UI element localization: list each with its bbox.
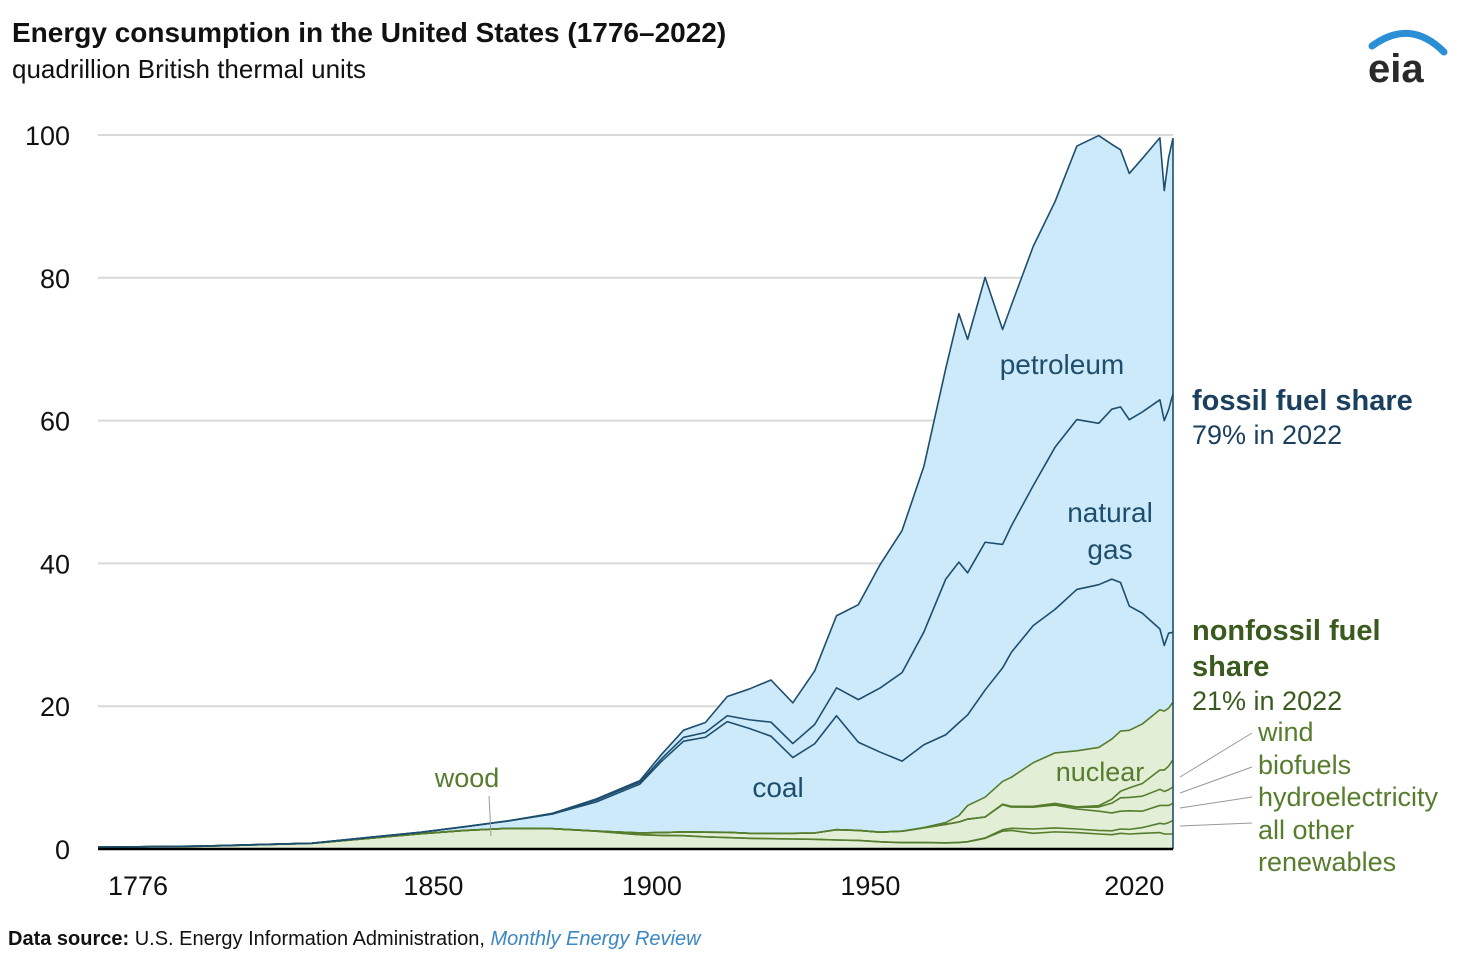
label-wood: wood: [434, 763, 500, 793]
wood-pointer: [488, 795, 492, 837]
chart-subtitle: quadrillion British thermal units: [12, 54, 366, 84]
y-tick-label: 100: [25, 121, 70, 151]
label-wind: wind: [1257, 717, 1314, 747]
x-tick-label: 1776: [108, 871, 168, 901]
logo-text: eia: [1368, 47, 1424, 91]
label-natural-gas-2: gas: [1087, 534, 1132, 565]
x-axis-ticks: 1776 1850 1900 1950 2020: [108, 871, 1164, 901]
y-axis-ticks: 0 20 40 60 80 100: [25, 121, 70, 865]
label-other-2: renewables: [1258, 847, 1396, 877]
label-petroleum: petroleum: [1000, 349, 1125, 380]
eia-logo: eia: [1368, 30, 1448, 91]
line-coal: [97, 578, 1174, 849]
stacked-areas: [98, 135, 1173, 849]
wind-pointer: [1179, 732, 1253, 778]
label-other-1: all other: [1258, 815, 1354, 845]
nonfossil-share-value: 21% in 2022: [1192, 686, 1342, 716]
logo-arc: [1368, 30, 1448, 56]
x-tick-label: 2020: [1104, 871, 1164, 901]
hydro-pointer: [1179, 796, 1253, 809]
series-lines: [97, 134, 1174, 849]
footer: Data source: U.S. Energy Information Adm…: [8, 928, 702, 950]
fossil-share-value: 79% in 2022: [1192, 420, 1342, 450]
other-pointer: [1179, 822, 1253, 827]
fossil-share-title: fossil fuel share: [1192, 385, 1413, 417]
area-wood: [98, 828, 1173, 849]
area-coal: [98, 579, 1173, 848]
line-nuclear: [97, 701, 1174, 849]
area-petroleum: [98, 135, 1173, 848]
svg-text:Data source: U.S. Energy Infor: Data source: U.S. Energy Information Adm…: [8, 928, 702, 950]
nonfossil-share-title-2: share: [1192, 651, 1269, 683]
nonfossil-share-title-1: nonfossil fuel: [1192, 615, 1381, 647]
label-biofuels: biofuels: [1258, 750, 1351, 780]
footer-label: Data source:: [8, 928, 129, 950]
x-tick-label: 1950: [840, 871, 900, 901]
footer-link[interactable]: Monthly Energy Review: [490, 928, 702, 950]
y-tick-label: 0: [55, 835, 70, 865]
label-hydroelectricity: hydroelectricity: [1258, 782, 1439, 812]
footer-text: U.S. Energy Information Administration,: [129, 928, 490, 950]
line-petroleum: [97, 134, 1174, 849]
y-tick-label: 20: [40, 692, 70, 722]
label-coal: coal: [752, 772, 803, 803]
area-hydroelectricity: [98, 803, 1173, 848]
y-tick-label: 60: [40, 407, 70, 437]
line-natural-gas: [97, 393, 1174, 849]
biofuels-pointer: [1179, 766, 1253, 794]
y-tick-label: 80: [40, 264, 70, 294]
y-tick-label: 40: [40, 549, 70, 579]
renewable-labels: wind biofuels hydroelectricity all other…: [1179, 717, 1439, 877]
share-labels: fossil fuel share 79% in 2022 nonfossil …: [1192, 385, 1413, 716]
label-nuclear: nuclear: [1056, 757, 1145, 787]
x-tick-label: 1850: [403, 871, 463, 901]
area-labels: petroleum natural gas coal nuclear wood: [434, 349, 1153, 837]
chart-title: Energy consumption in the United States …: [12, 17, 726, 48]
area-natural-gas: [98, 393, 1173, 848]
x-tick-label: 1900: [622, 871, 682, 901]
label-natural-gas-1: natural: [1067, 497, 1153, 528]
